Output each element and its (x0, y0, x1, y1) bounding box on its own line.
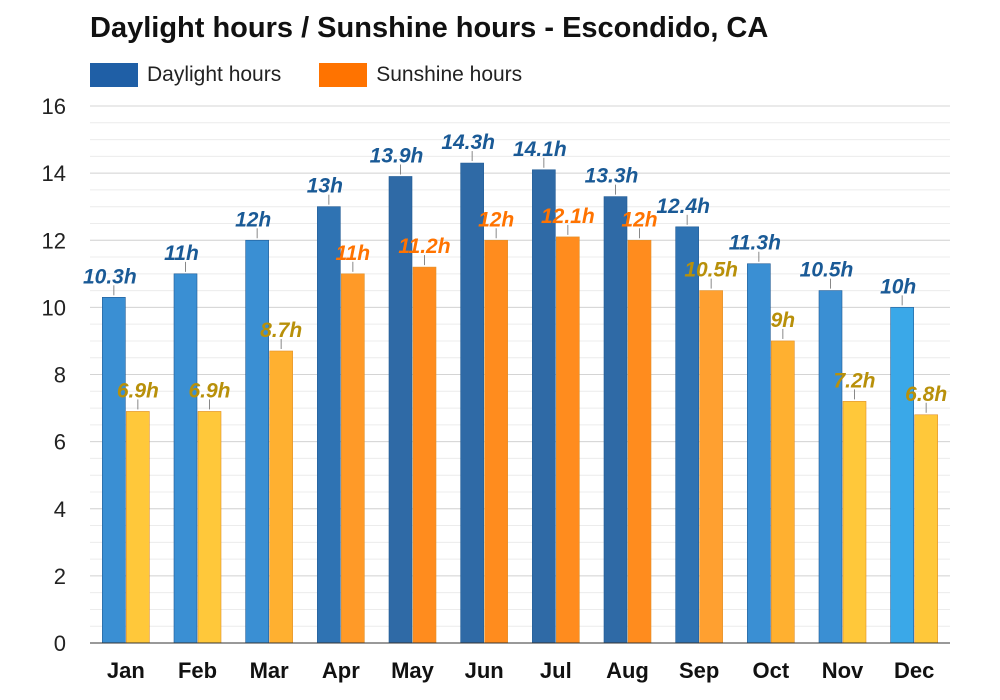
daylight-data-label: 13.3h (585, 165, 639, 188)
legend-swatch-daylight (90, 63, 138, 87)
daylight-bar (460, 162, 484, 644)
daylight-data-label: 12h (235, 208, 271, 231)
sunshine-bar (771, 340, 795, 644)
daylight-bar (603, 196, 628, 644)
sunshine-data-label: 6.9h (117, 379, 159, 402)
daylight-bar (532, 169, 556, 644)
daylight-data-label: 10.3h (83, 265, 137, 288)
sunshine-bar (126, 411, 150, 644)
daylight-data-label: 11h (164, 242, 199, 265)
sunshine-data-label: 12h (478, 208, 514, 231)
sunshine-bar (699, 290, 723, 644)
sunshine-bar (627, 239, 652, 644)
sunshine-data-label: 11.2h (398, 235, 450, 258)
daylight-bar (890, 307, 914, 644)
chart-title: Daylight hours / Sunshine hours - Escond… (90, 12, 769, 44)
y-tick-label: 10 (42, 295, 66, 320)
y-tick-label: 16 (42, 94, 66, 119)
x-tick-label: Mar (250, 658, 290, 683)
daylight-data-label: 14.1h (513, 138, 567, 161)
daylight-data-label: 10h (880, 275, 916, 298)
daylight-data-label: 11.3h (729, 232, 781, 255)
sunshine-bar (556, 236, 580, 644)
x-tick-label: Aug (606, 658, 649, 683)
daylight-data-label: 14.3h (441, 131, 495, 154)
legend: Daylight hours Sunshine hours (90, 60, 560, 90)
daylight-data-label: 13h (307, 175, 343, 198)
x-tick-label: Dec (894, 658, 934, 683)
x-tick-label: Jun (465, 658, 504, 683)
x-tick-label: Sep (679, 658, 719, 683)
daylight-data-label: 13.9h (370, 144, 424, 167)
x-tick-label: Apr (322, 658, 360, 683)
sunshine-data-label: 12h (621, 208, 657, 231)
x-tick-label: Feb (178, 658, 217, 683)
sunshine-data-label: 7.2h (833, 369, 875, 392)
y-tick-label: 2 (54, 564, 66, 589)
sunshine-data-label: 11h (336, 242, 371, 265)
x-tick-label: Oct (752, 658, 789, 683)
sunshine-bar (412, 266, 437, 644)
sunshine-data-label: 8.7h (260, 319, 302, 342)
daylight-bar (675, 226, 699, 644)
sunshine-data-label: 6.9h (188, 379, 230, 402)
y-tick-label: 8 (54, 363, 66, 388)
x-tick-label: Nov (822, 658, 864, 683)
daylight-bar (818, 290, 843, 644)
daylight-bar (317, 206, 341, 644)
daylight-data-label: 12.4h (656, 195, 710, 218)
y-tick-label: 4 (54, 497, 66, 522)
sunshine-bar (197, 411, 222, 644)
daylight-bar (173, 273, 198, 644)
y-tick-label: 14 (42, 161, 66, 186)
x-tick-label: Jul (540, 658, 572, 683)
legend-label-sunshine: Sunshine hours (376, 63, 523, 86)
sunshine-bar (341, 273, 365, 644)
daylight-data-label: 10.5h (800, 259, 854, 282)
legend-swatch-sunshine (319, 63, 368, 87)
sunshine-bar (484, 239, 508, 644)
x-tick-label: Jan (107, 658, 145, 683)
sunshine-bar (914, 414, 938, 644)
legend-item-sunshine[interactable]: Sunshine hours (319, 63, 522, 87)
y-tick-label: 12 (42, 228, 66, 253)
legend-item-daylight[interactable]: Daylight hours (90, 63, 281, 87)
sunshine-data-label: 10.5h (684, 259, 738, 282)
x-tick-label: May (391, 658, 435, 683)
daylight-bar (102, 297, 126, 644)
sunshine-bar (269, 350, 293, 644)
y-tick-label: 6 (54, 430, 66, 455)
legend-label-daylight: Daylight hours (147, 63, 282, 86)
y-tick-label: 0 (54, 631, 66, 656)
daylight-bar (747, 263, 771, 644)
sunshine-bar (842, 401, 867, 644)
daylight-bar (245, 239, 269, 644)
sunshine-data-label: 6.8h (905, 383, 947, 406)
sunshine-data-label: 9h (771, 309, 796, 332)
sunshine-data-label: 12.1h (541, 205, 595, 228)
